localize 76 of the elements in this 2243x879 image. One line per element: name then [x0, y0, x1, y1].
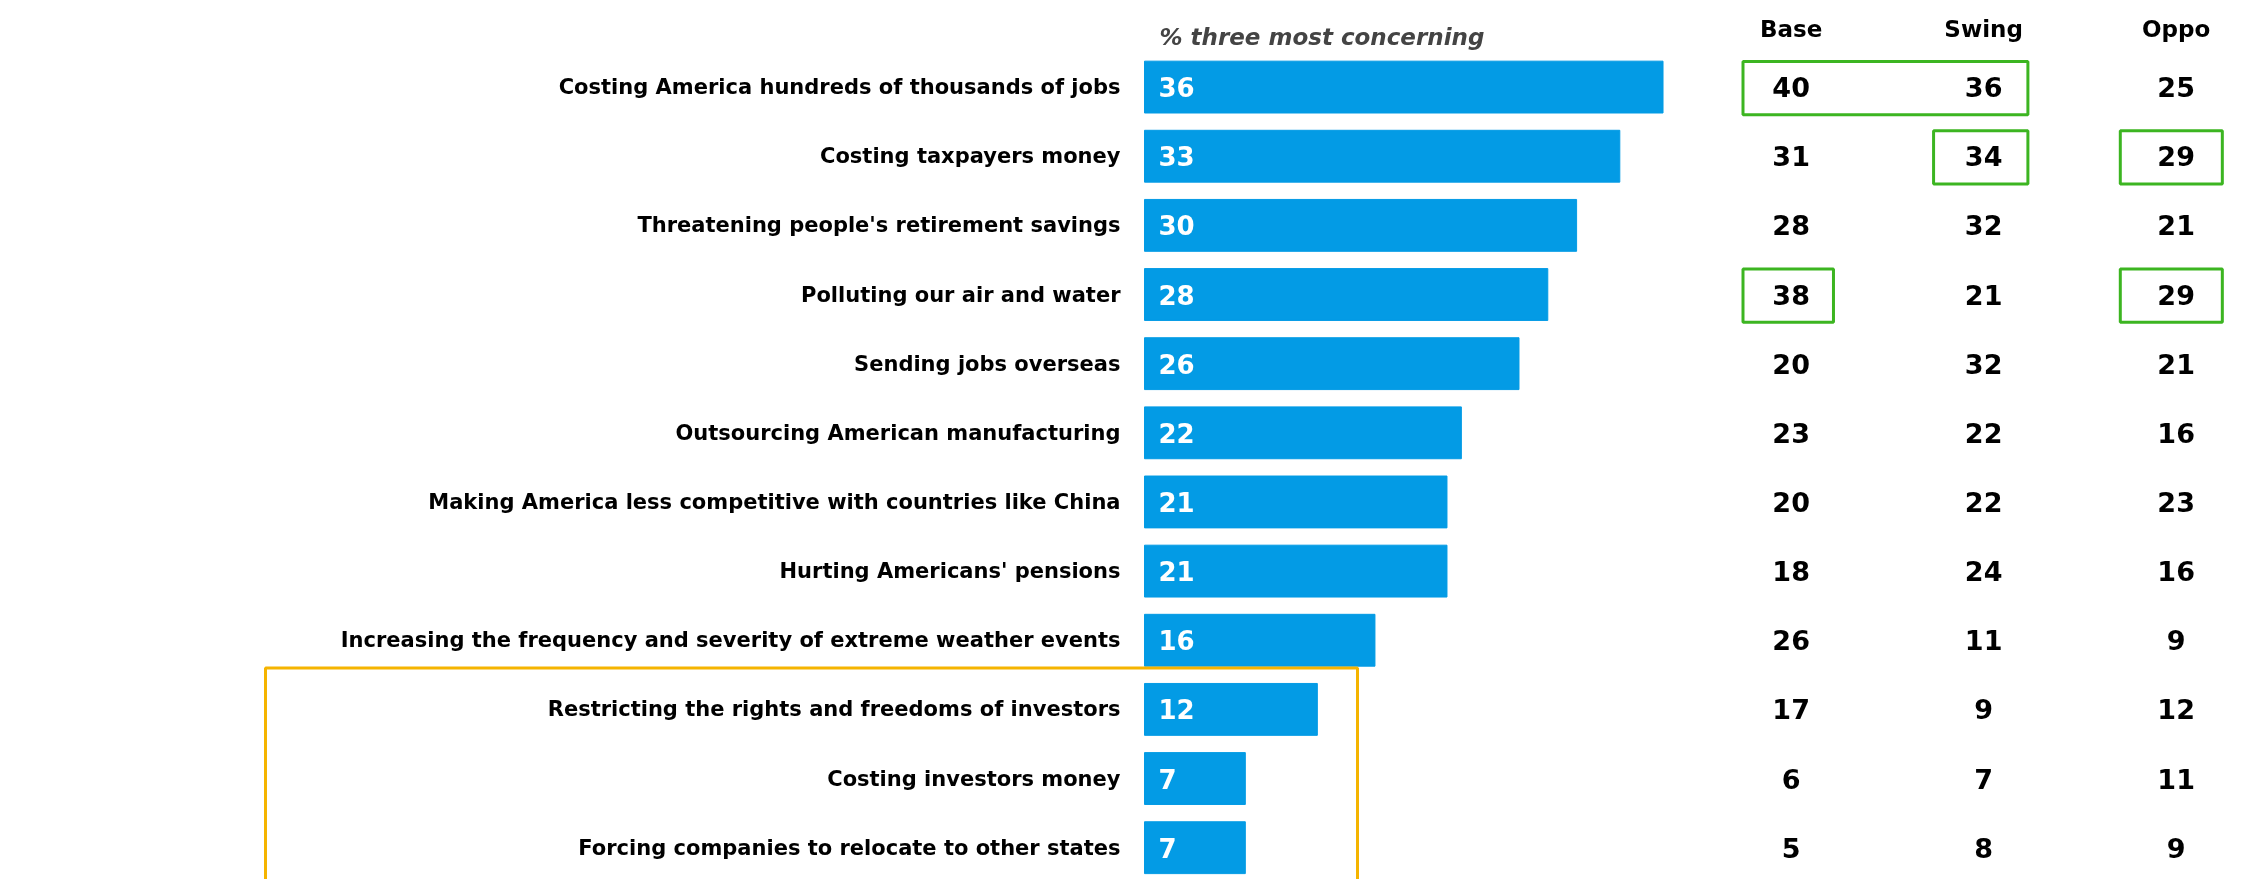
data-label: 21	[1158, 487, 1195, 518]
data-label: 30	[1158, 211, 1195, 242]
category-label: Oppo	[2141, 15, 2211, 42]
text: 21	[2157, 210, 2195, 242]
text: 11	[2157, 763, 2195, 795]
text: 34	[1964, 141, 2003, 173]
bar	[1144, 337, 1520, 391]
bar	[1144, 613, 1376, 667]
text: 18	[1772, 556, 1810, 588]
y-tick-label: Costing investors money	[827, 766, 1121, 791]
text: 25	[2157, 72, 2195, 104]
text: 31	[1772, 141, 1810, 173]
category-label: Base	[1759, 15, 1823, 42]
text: 22	[1964, 417, 2003, 449]
chart-title: % three most concerning	[1159, 23, 1485, 50]
y-tick-label: Costing taxpayers money	[820, 144, 1121, 169]
text: 20	[1772, 348, 1810, 380]
y-tick-label: Costing America hundreds of thousands of jobs	[558, 75, 1121, 100]
text: 16	[2157, 556, 2195, 588]
text: 17	[1772, 694, 1810, 726]
data-label: 26	[1158, 349, 1195, 380]
text: 21	[2157, 348, 2195, 380]
text: 29	[2157, 279, 2195, 311]
y-tick-label: Polluting our air and water	[801, 282, 1122, 307]
y-tick-label: Increasing the frequency and severity of extreme weather events	[340, 628, 1121, 653]
text: 11	[1964, 625, 2003, 657]
text: 40	[1772, 72, 1810, 104]
data-label: 12	[1158, 695, 1195, 726]
text: 16	[2157, 417, 2195, 449]
data-label: 22	[1158, 418, 1195, 449]
text: 9	[2166, 625, 2186, 657]
y-tick-label: Making America less competitive with countries like China	[428, 489, 1121, 514]
data-label: 7	[1158, 764, 1177, 795]
text: 20	[1772, 486, 1810, 518]
text: 9	[1974, 694, 1994, 726]
text: 36	[1964, 72, 2003, 104]
bar	[1144, 406, 1462, 460]
text: 32	[1964, 348, 2003, 380]
text: 24	[1964, 556, 2003, 588]
y-tick-label: Sending jobs overseas	[854, 351, 1121, 376]
bar	[1144, 268, 1549, 321]
text: 28	[1772, 210, 1810, 242]
bar	[1144, 682, 1318, 736]
text: 5	[1781, 832, 1801, 864]
text: 23	[2157, 486, 2195, 518]
text: 23	[1772, 417, 1810, 449]
text: 8	[1974, 832, 1994, 864]
y-tick-label: Restricting the rights and freedoms of investors	[547, 697, 1121, 722]
text: 32	[1964, 210, 2003, 242]
category-label: Swing	[1944, 15, 2023, 42]
y-tick-label: Outsourcing American manufacturing	[675, 420, 1121, 445]
bar	[1144, 821, 1246, 875]
text: 7	[1974, 763, 1994, 795]
text: 38	[1772, 279, 1810, 311]
text: 26	[1772, 625, 1810, 657]
text: 9	[2166, 832, 2186, 864]
text: 22	[1964, 486, 2003, 518]
text: 29	[2157, 141, 2195, 173]
data-label: 33	[1158, 142, 1195, 173]
data-label: 16	[1158, 626, 1195, 657]
bar	[1144, 60, 1664, 114]
bar	[1144, 475, 1448, 529]
text: 6	[1781, 763, 1801, 795]
text: 21	[1964, 279, 2003, 311]
data-label: 36	[1158, 73, 1195, 104]
data-label: 7	[1158, 833, 1177, 864]
data-label: 21	[1158, 557, 1195, 588]
y-tick-label: Forcing companies to relocate to other states	[578, 835, 1121, 860]
data-label: 28	[1158, 280, 1195, 311]
text: 12	[2157, 694, 2195, 726]
bar	[1144, 752, 1246, 805]
bar	[1144, 198, 1578, 252]
bar	[1144, 129, 1621, 183]
y-tick-label: Threatening people's retirement savings	[637, 213, 1121, 238]
y-tick-label: Hurting Americans' pensions	[779, 559, 1121, 584]
bar	[1144, 544, 1448, 598]
